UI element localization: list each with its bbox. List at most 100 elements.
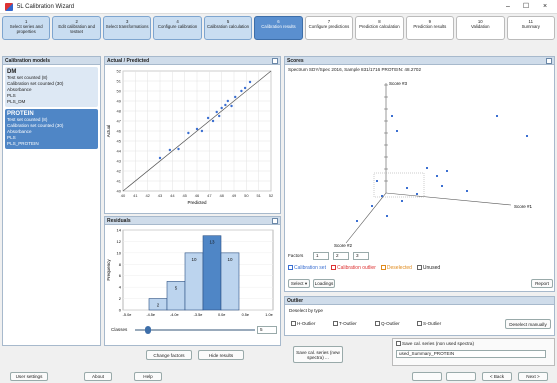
- y-tick-label: 41: [117, 179, 122, 184]
- scores-3d-chart[interactable]: Score #1 Score #2 Score #3: [286, 75, 555, 250]
- legend-calibration-set[interactable]: Calibration set: [288, 265, 326, 271]
- classes-slider-track[interactable]: [135, 329, 255, 331]
- user-settings-button[interactable]: User settings: [10, 372, 48, 381]
- model-item-dm[interactable]: DM Test set counted (8) Calibration set …: [5, 67, 98, 107]
- x-tick-label: 51: [256, 193, 261, 198]
- loadings-button[interactable]: Loadings: [313, 279, 335, 288]
- factor-select-2[interactable]: 2: [333, 252, 349, 260]
- model-line: Absorbance: [7, 87, 32, 92]
- data-point: [226, 99, 230, 103]
- score-point: [406, 187, 408, 189]
- wizard-step-7[interactable]: 7 Configure predictions: [304, 16, 354, 40]
- score-point: [371, 205, 373, 207]
- save-cal-series-button[interactable]: Save cal. series (new spectra) ...: [293, 346, 343, 363]
- residuals-header: Residuals: [105, 217, 280, 225]
- wizard-step-10[interactable]: 10 Validation: [456, 16, 505, 40]
- data-point: [195, 127, 199, 131]
- score-point: [441, 185, 443, 187]
- score1-axis-label: Score #1: [514, 204, 533, 209]
- step-number: 3: [125, 19, 129, 24]
- wizard-step-6[interactable]: 6 Calibration results: [254, 16, 303, 40]
- bar-data-label: 10: [191, 257, 197, 262]
- calibration-models-header: Calibration models: [3, 57, 100, 65]
- back-button[interactable]: < Back: [482, 372, 512, 381]
- wizard-step-3[interactable]: 3 Select transformations: [102, 16, 152, 40]
- hide-results-button[interactable]: Hide results: [198, 350, 244, 360]
- close-button[interactable]: ×: [542, 3, 548, 10]
- legend-calibration-outlier[interactable]: Calibration outlier: [330, 265, 376, 271]
- score2-axis: [345, 192, 387, 244]
- y-tick-label: 0: [119, 308, 122, 313]
- series-name-input[interactable]: used_Summary_PROTEIN: [396, 350, 546, 358]
- footer-disabled-button-2[interactable]: [446, 372, 476, 381]
- score2-axis-label: Score #2: [334, 243, 353, 248]
- x-tick-label: 48: [219, 193, 224, 198]
- select-dropdown-button[interactable]: Select ▾: [288, 279, 310, 288]
- report-button[interactable]: Report: [531, 279, 553, 288]
- maximize-button[interactable]: ☐: [522, 3, 530, 10]
- model-item-protein[interactable]: PROTEIN Test set counted (8) Calibration…: [5, 109, 98, 149]
- scores-panel: Scores Spectrum SDY/Spec 2016, Sample 83…: [284, 56, 555, 292]
- step-label: Calibration calculation: [207, 24, 250, 29]
- change-factors-button[interactable]: Change factors: [146, 350, 192, 360]
- pin-icon[interactable]: [272, 218, 278, 224]
- model-line: PLS: [7, 93, 16, 98]
- wizard-step-4[interactable]: 4 Configure calibration: [153, 16, 202, 40]
- calibration-models-panel: Calibration models DM Test set counted (…: [2, 56, 101, 346]
- classes-spinner[interactable]: 5: [257, 326, 277, 334]
- score-point: [391, 115, 393, 117]
- y-tick-label: 8: [119, 262, 122, 267]
- q-outlier-checkbox[interactable]: Q-Outlier: [375, 321, 400, 327]
- data-point: [200, 129, 204, 133]
- h-outlier-checkbox[interactable]: H-Outlier: [291, 321, 315, 327]
- score-point: [401, 200, 403, 202]
- y-axis-label: Frequency: [106, 259, 111, 281]
- legend-unused[interactable]: Unused: [416, 265, 440, 271]
- wizard-step-2[interactable]: 2 Edit calibration and testset: [52, 16, 101, 40]
- deselect-manually-button[interactable]: Deselect manually: [505, 319, 551, 329]
- classes-label: Classes: [111, 327, 128, 332]
- help-button[interactable]: Help: [134, 372, 162, 381]
- minimize-button[interactable]: –: [506, 3, 510, 10]
- window-title: 5L Calibration Wizard: [17, 3, 75, 10]
- data-point: [211, 119, 215, 123]
- score-point: [416, 193, 418, 195]
- y-tick-label: 50: [117, 89, 122, 94]
- wizard-step-11[interactable]: 11 Summary: [506, 16, 555, 40]
- scores-legend: Calibration set Calibration outlier Dese…: [288, 265, 440, 271]
- histogram-bar: [202, 235, 222, 311]
- step-number: 6: [277, 19, 280, 24]
- wizard-step-1[interactable]: 1 Select series and properties: [2, 16, 51, 40]
- score-point: [386, 215, 388, 217]
- residuals-title: Residuals: [107, 218, 131, 224]
- bar-data-label: 2: [157, 303, 160, 308]
- y-tick-label: 46: [117, 129, 122, 134]
- factor-select-1[interactable]: 1: [313, 252, 329, 260]
- step-label: Select series and properties: [9, 24, 43, 34]
- pin-icon[interactable]: [272, 58, 278, 64]
- x-tick-label: 46: [195, 193, 200, 198]
- t-outlier-checkbox[interactable]: T-Outlier: [333, 321, 357, 327]
- legend-deselected[interactable]: Deselected: [380, 265, 412, 271]
- footer-disabled-button-1[interactable]: [412, 372, 442, 381]
- pin-icon[interactable]: [546, 58, 552, 64]
- y-tick-label: 2: [119, 296, 122, 301]
- wizard-step-8[interactable]: 8 Prediction calculation: [355, 16, 404, 40]
- step-label: Configure predictions: [308, 24, 350, 29]
- wizard-step-9[interactable]: 9 Prediction results: [405, 16, 455, 40]
- wizard-step-5[interactable]: 5 Calibration calculation: [203, 16, 253, 40]
- step-label: Calibration results: [261, 24, 296, 29]
- classes-slider-handle[interactable]: [145, 326, 151, 334]
- factor-select-3[interactable]: 3: [353, 252, 369, 260]
- next-button[interactable]: Next >: [518, 372, 548, 381]
- save-series-checkbox[interactable]: Save cal. series (non used spectra): [396, 341, 474, 347]
- step-number: 9: [428, 19, 432, 24]
- x-tick-label: 1.0e: [265, 313, 272, 317]
- y-tick-label: 47: [117, 119, 122, 124]
- x-tick-label: 47: [207, 193, 212, 198]
- x-tick-label: 45: [182, 193, 187, 198]
- about-button[interactable]: About: [84, 372, 112, 381]
- data-point: [220, 106, 223, 110]
- s-outlier-checkbox[interactable]: S-Outlier: [417, 321, 441, 327]
- residuals-chart: 0 2 4 6 8 10 12 14 2 5 10 13 10 -5.0e -4.5e -4.0e -3.5e 0…: [106, 228, 274, 317]
